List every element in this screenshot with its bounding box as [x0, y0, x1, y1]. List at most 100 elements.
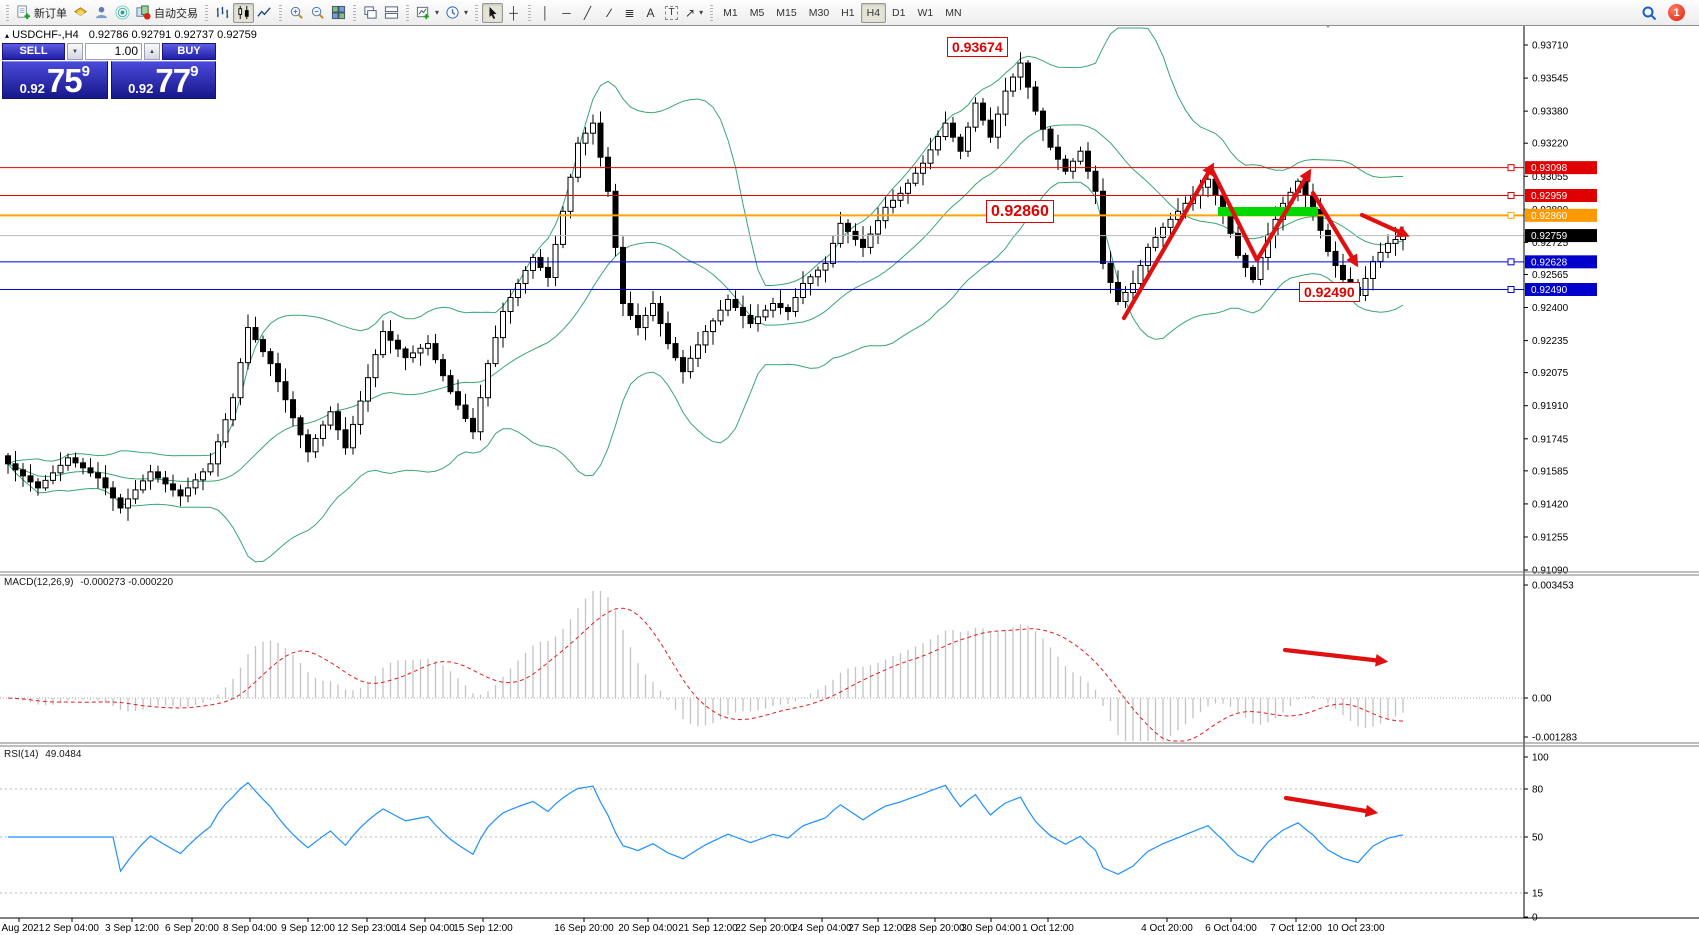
zoom-in-button[interactable] — [286, 3, 307, 23]
horizontal-line-icon: ─ — [562, 5, 571, 20]
svg-text:0.93220: 0.93220 — [1532, 139, 1569, 150]
zoom-in-icon — [290, 6, 303, 19]
periods-button[interactable]: ▾ — [442, 3, 471, 23]
buy-button[interactable]: BUY — [162, 43, 216, 60]
svg-text:0.92075: 0.92075 — [1532, 368, 1569, 379]
auto-trading-button[interactable]: 自动交易 — [133, 3, 201, 23]
volume-input[interactable]: 1.00 — [85, 43, 142, 60]
svg-text:9 Sep 12:00: 9 Sep 12:00 — [281, 923, 335, 934]
one-click-trading-panel: SELL ▼ 1.00 ▲ BUY 0.92 75 9 0.92 77 9 — [2, 43, 216, 99]
channel-tool-button[interactable]: ∕∕ — [598, 3, 619, 23]
svg-text:8 Sep 04:00: 8 Sep 04:00 — [223, 923, 277, 934]
timeframe-label: MN — [945, 6, 962, 19]
volume-decrease-button[interactable]: ▼ — [67, 43, 83, 60]
styles-icon — [74, 7, 87, 16]
notification-badge[interactable]: 1 — [1668, 4, 1685, 21]
svg-text:0.93055: 0.93055 — [1532, 172, 1569, 183]
toolbar-grip[interactable] — [528, 4, 532, 21]
arrange-windows-button[interactable] — [381, 3, 402, 23]
rsi-name: RSI(14) — [4, 749, 39, 760]
timeframe-h1-button[interactable]: H1 — [835, 3, 860, 23]
sell-button[interactable]: SELL — [2, 43, 65, 60]
sell-price-button[interactable]: 0.92 75 9 — [2, 61, 108, 99]
cascade-windows-icon — [364, 6, 377, 19]
toolbar-grip[interactable] — [406, 4, 409, 21]
search-button[interactable] — [1638, 3, 1660, 23]
toolbar-grip[interactable] — [205, 4, 208, 21]
trendline-tool-button[interactable]: ╱ — [577, 3, 598, 23]
buy-price-main: 77 — [155, 62, 191, 99]
add-indicator-icon — [416, 6, 429, 20]
svg-text:0.93545: 0.93545 — [1532, 74, 1569, 85]
svg-text:6 Oct 04:00: 6 Oct 04:00 — [1205, 923, 1257, 934]
chart-title-bar: ▴ USDCHF-,H4 0.92786 0.92791 0.92737 0.92… — [5, 29, 257, 41]
line-chart-icon — [257, 7, 271, 17]
toolbar-grip[interactable] — [710, 4, 714, 21]
market-watch-button[interactable] — [112, 3, 133, 23]
timeframe-h4-button[interactable]: H4 — [860, 2, 887, 23]
auto-trading-label: 自动交易 — [154, 7, 198, 20]
svg-text:80: 80 — [1532, 785, 1544, 796]
text-tool-button[interactable]: A — [640, 3, 661, 23]
timeframe-m5-button[interactable]: M5 — [744, 3, 771, 23]
toolbar-grip[interactable] — [475, 4, 479, 21]
price-label-low[interactable]: 0.92490 — [1299, 282, 1360, 302]
cascade-windows-button[interactable] — [360, 3, 381, 23]
line-chart-button[interactable] — [254, 3, 275, 23]
new-order-icon — [17, 5, 31, 20]
svg-text:0.92235: 0.92235 — [1532, 336, 1569, 347]
macd-indicator-label: MACD(12,26,9) -0.000273 -0.000220 — [4, 577, 173, 588]
buy-price-pip: 9 — [190, 63, 199, 80]
timeframe-m30-button[interactable]: M30 — [803, 3, 835, 23]
vertical-line-tool-button[interactable]: │ — [535, 3, 556, 23]
svg-text:14 Sep 04:00: 14 Sep 04:00 — [395, 923, 455, 934]
candlest-chart-button[interactable] — [233, 2, 254, 23]
zoom-out-button[interactable] — [307, 3, 328, 23]
svg-text:100: 100 — [1532, 753, 1549, 764]
volume-increase-button[interactable]: ▲ — [144, 43, 160, 60]
svg-text:0.92759: 0.92759 — [1531, 231, 1568, 242]
cursor-tool-button[interactable] — [482, 2, 504, 23]
fibonacci-tool-button[interactable]: ≣ — [619, 3, 640, 23]
bar-chart-button[interactable] — [212, 3, 233, 23]
price-label-peak[interactable]: 0.93674 — [947, 37, 1008, 57]
svg-text:1 Oct 12:00: 1 Oct 12:00 — [1022, 923, 1074, 934]
svg-text:15 Sep 12:00: 15 Sep 12:00 — [453, 923, 513, 934]
horizontal-line-tool-button[interactable]: ─ — [556, 3, 577, 23]
svg-text:16 Sep 20:00: 16 Sep 20:00 — [554, 923, 614, 934]
svg-text:27 Sep 12:00: 27 Sep 12:00 — [848, 923, 908, 934]
toolbar-grip[interactable] — [353, 4, 356, 21]
rsi-indicator-label: RSI(14) 49.0484 — [4, 749, 81, 760]
clock-icon — [446, 6, 459, 19]
profile-icon — [95, 6, 108, 19]
tile-windows-button[interactable] — [328, 3, 349, 23]
text-icon: A — [646, 5, 655, 20]
new-order-button[interactable]: 新订单 — [13, 3, 70, 23]
timeframe-d1-button[interactable]: D1 — [886, 3, 911, 23]
timeframe-m1-button[interactable]: M1 — [717, 3, 744, 23]
chevron-down-icon: ▾ — [435, 8, 440, 17]
timeframe-m15-button[interactable]: M15 — [770, 3, 802, 23]
timeframe-label: H4 — [866, 6, 881, 19]
toolbar-grip[interactable] — [279, 4, 282, 21]
chevron-down-icon: ▾ — [699, 8, 704, 17]
profile-button[interactable] — [91, 3, 112, 23]
styles-button[interactable] — [70, 3, 91, 23]
text-label-tool-button[interactable]: T — [661, 3, 682, 23]
buy-price-button[interactable]: 0.92 77 9 — [110, 61, 216, 99]
signal-icon — [115, 5, 130, 20]
timeframe-w1-button[interactable]: W1 — [911, 3, 939, 23]
svg-text:0.93380: 0.93380 — [1532, 107, 1569, 118]
toolbar-grip[interactable] — [6, 4, 9, 21]
arrows-tool-button[interactable]: ↗ ▾ — [682, 3, 706, 23]
price-label-mid[interactable]: 0.92860 — [986, 200, 1054, 223]
indicators-button[interactable]: ▾ — [413, 3, 442, 23]
sell-price-main: 75 — [46, 62, 83, 99]
timeframe-mn-button[interactable]: MN — [939, 3, 967, 23]
fibonacci-icon: ≣ — [624, 5, 635, 20]
crosshair-tool-button[interactable]: ┼ — [503, 3, 524, 23]
bar-chart-icon — [216, 6, 229, 19]
timeframe-label: M1 — [723, 6, 738, 19]
